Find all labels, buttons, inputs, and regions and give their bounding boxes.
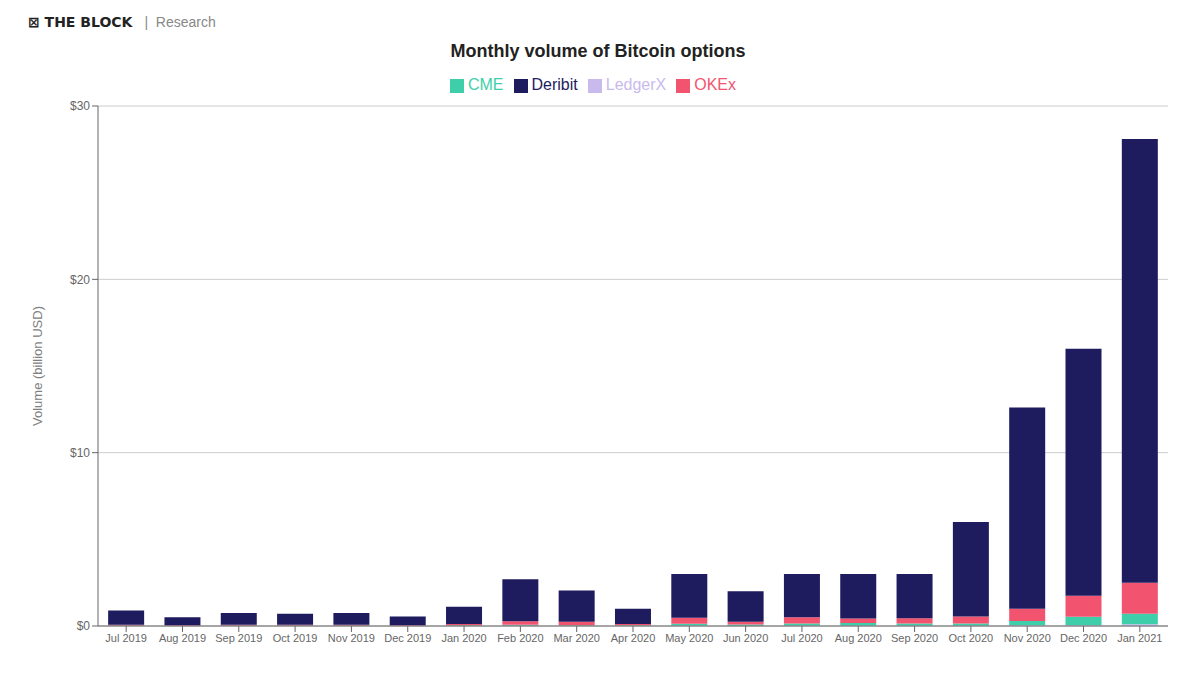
svg-text:Sep 2020: Sep 2020 (891, 632, 938, 644)
svg-text:Aug 2019: Aug 2019 (159, 632, 206, 644)
html-text:⊠ THE BLOCK: ⊠ THE BLOCK (28, 14, 133, 30)
svg-text:Jul 2019: Jul 2019 (105, 632, 147, 644)
svg-text:Jun 2020: Jun 2020 (723, 632, 768, 644)
svg-text:Sep 2019: Sep 2019 (215, 632, 262, 644)
svg-text:$0: $0 (77, 619, 91, 633)
svg-text:Nov 2019: Nov 2019 (328, 632, 375, 644)
svg-text:May 2020: May 2020 (665, 632, 713, 644)
html-text:LedgerX: LedgerX (605, 76, 667, 93)
svg-text:Aug 2020: Aug 2020 (835, 632, 882, 644)
svg-text:Nov 2020: Nov 2020 (1004, 632, 1051, 644)
html-text:Deribit: Deribit (531, 76, 578, 93)
svg-text:Apr 2020: Apr 2020 (611, 632, 656, 644)
html-text:| Research: | Research (144, 14, 216, 30)
svg-text:Dec 2019: Dec 2019 (384, 632, 431, 644)
html-text:OKEx: OKEx (694, 76, 736, 93)
svg-text:Jan 2020: Jan 2020 (441, 632, 486, 644)
html-text:CME: CME (468, 76, 504, 93)
html-text:Monthly volume of Bitcoin opti: Monthly volume of Bitcoin options (450, 41, 746, 61)
svg-text:Volume (billion USD): Volume (billion USD) (30, 306, 45, 426)
svg-text:Mar 2020: Mar 2020 (553, 632, 599, 644)
svg-text:Dec 2020: Dec 2020 (1060, 632, 1107, 644)
svg-text:$10: $10 (70, 446, 90, 460)
svg-text:Oct 2019: Oct 2019 (273, 632, 318, 644)
svg-text:Oct 2020: Oct 2020 (949, 632, 994, 644)
svg-text:Feb 2020: Feb 2020 (497, 632, 543, 644)
svg-text:$20: $20 (70, 273, 90, 287)
svg-text:$30: $30 (70, 99, 90, 113)
svg-text:Jan 2021: Jan 2021 (1117, 632, 1162, 644)
svg-text:Jul 2020: Jul 2020 (781, 632, 823, 644)
